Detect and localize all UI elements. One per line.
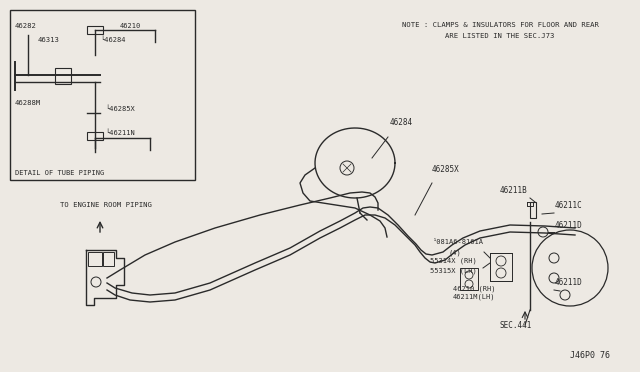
Text: 46211M(LH): 46211M(LH)	[453, 294, 495, 301]
Text: └46285X: └46285X	[105, 105, 135, 112]
Text: ARE LISTED IN THE SEC.J73: ARE LISTED IN THE SEC.J73	[445, 33, 555, 39]
Bar	[490, 253, 512, 281]
Text: 46210: 46210	[120, 23, 141, 29]
Bar	[10, 10, 195, 180]
Text: 46288M: 46288M	[15, 100, 41, 106]
Bar	[88, 252, 102, 266]
Text: 46211B: 46211B	[500, 186, 528, 195]
Text: 46284: 46284	[390, 118, 413, 127]
Bar	[103, 252, 114, 266]
Bar	[87, 26, 103, 34]
Text: 55315X (LH): 55315X (LH)	[430, 267, 477, 273]
Text: 46211C: 46211C	[555, 201, 583, 210]
Text: └46284: └46284	[100, 36, 125, 43]
Bar	[55, 68, 71, 84]
Text: 46285X: 46285X	[432, 165, 460, 174]
Text: ¹081A6-8161A: ¹081A6-8161A	[433, 239, 484, 245]
Text: J46P0 76: J46P0 76	[570, 351, 610, 360]
Bar	[87, 132, 103, 140]
Text: DETAIL OF TUBE PIPING: DETAIL OF TUBE PIPING	[15, 170, 104, 176]
Text: TO ENGINE ROOM PIPING: TO ENGINE ROOM PIPING	[60, 202, 152, 208]
Text: (4): (4)	[448, 249, 461, 256]
Text: 46211D: 46211D	[555, 221, 583, 230]
Text: 55314X (RH): 55314X (RH)	[430, 258, 477, 264]
Text: 46210 (RH): 46210 (RH)	[453, 285, 495, 292]
Bar	[530, 202, 536, 218]
Text: 46313: 46313	[38, 37, 60, 43]
Text: └46211N: └46211N	[105, 129, 135, 136]
Text: 46211D: 46211D	[555, 278, 583, 287]
Text: 46282: 46282	[15, 23, 37, 29]
Bar	[460, 268, 478, 290]
Text: NOTE : CLAMPS & INSULATORS FOR FLOOR AND REAR: NOTE : CLAMPS & INSULATORS FOR FLOOR AND…	[401, 22, 598, 28]
Text: SEC.441: SEC.441	[500, 321, 532, 330]
